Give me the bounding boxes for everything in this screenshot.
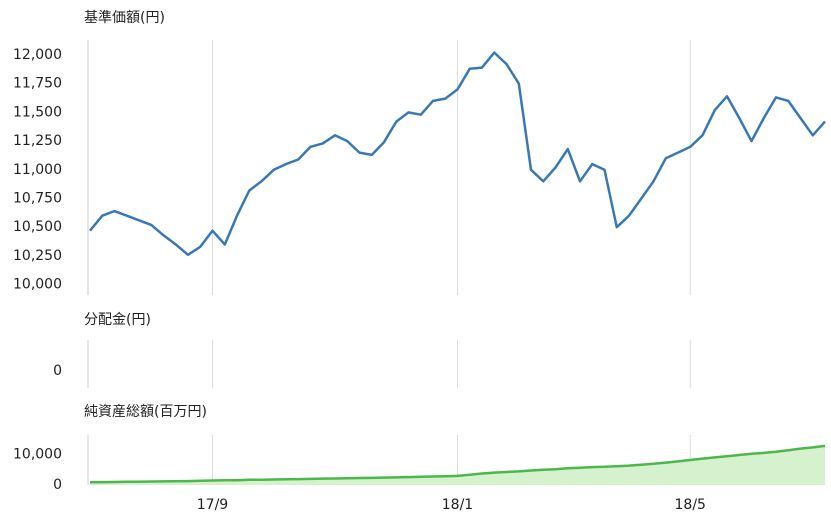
panel-title: 純資産総額(百万円) [84, 404, 207, 420]
y-tick-label: 12,000 [13, 47, 62, 63]
y-tick-label: 10,000 [13, 277, 62, 293]
x-tick-label: 18/1 [442, 497, 473, 513]
y-tick-label: 10,000 [13, 447, 62, 463]
x-tick-label: 17/9 [197, 497, 228, 513]
y-tick-label: 11,750 [13, 76, 62, 92]
y-tick-label: 11,250 [13, 133, 62, 149]
x-tick-label: 18/5 [675, 497, 706, 513]
panel-title: 分配金(円) [84, 312, 151, 328]
panel-title: 基準価額(円) [84, 9, 165, 26]
y-tick-label: 11,500 [13, 104, 62, 120]
line [89, 51, 826, 257]
area [90, 445, 825, 485]
y-tick-label: 10,750 [13, 191, 62, 207]
y-tick-label: 11,000 [13, 162, 62, 178]
y-tick-label: 10,250 [13, 248, 62, 264]
area-line [89, 444, 826, 484]
y-tick-label: 0 [53, 477, 62, 493]
y-tick-label: 10,500 [13, 219, 62, 235]
y-tick-label: 0 [53, 363, 62, 379]
